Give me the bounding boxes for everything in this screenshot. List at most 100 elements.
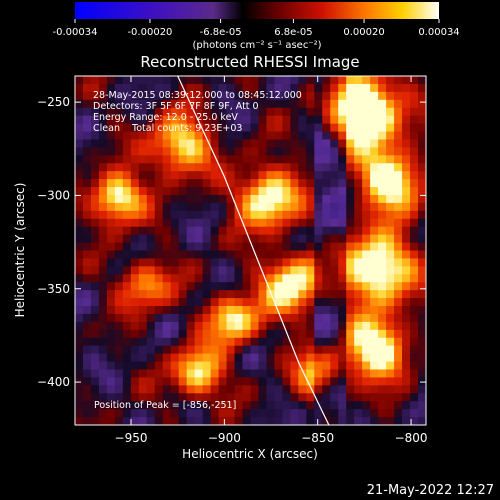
heatmap-pixel bbox=[226, 218, 236, 228]
heatmap-pixel bbox=[75, 179, 84, 188]
heatmap-pixel bbox=[186, 83, 196, 93]
heatmap-pixel bbox=[234, 123, 244, 133]
heatmap-pixel bbox=[282, 131, 291, 141]
heatmap-pixel bbox=[354, 377, 363, 386]
heatmap-pixel bbox=[306, 226, 315, 236]
heatmap-pixel bbox=[306, 147, 315, 156]
heatmap-pixel bbox=[402, 147, 411, 156]
heatmap-pixel bbox=[290, 282, 299, 291]
heatmap-pixel bbox=[258, 337, 268, 347]
heatmap-pixel bbox=[266, 226, 276, 236]
heatmap-pixel bbox=[90, 163, 100, 172]
heatmap-pixel bbox=[410, 83, 419, 93]
heatmap-pixel bbox=[394, 361, 403, 371]
heatmap-pixel bbox=[370, 131, 379, 141]
heatmap-pixel bbox=[130, 250, 140, 260]
heatmap-pixel bbox=[210, 298, 220, 307]
heatmap-pixel bbox=[114, 313, 124, 323]
heatmap-pixel bbox=[266, 385, 276, 394]
heatmap-pixel bbox=[162, 187, 172, 196]
heatmap-pixel bbox=[418, 393, 426, 402]
heatmap-pixel bbox=[154, 306, 164, 315]
heatmap-pixel bbox=[274, 91, 284, 101]
heatmap-pixel bbox=[306, 274, 315, 283]
heatmap-pixel bbox=[138, 131, 148, 141]
heatmap-pixel bbox=[362, 393, 371, 402]
heatmap-pixel bbox=[90, 187, 100, 196]
heatmap-pixel bbox=[90, 131, 100, 141]
heatmap-pixel bbox=[306, 306, 315, 315]
heatmap-pixel bbox=[242, 306, 252, 315]
heatmap-pixel bbox=[210, 218, 220, 228]
heatmap-pixel bbox=[298, 313, 307, 323]
heatmap-pixel bbox=[122, 115, 132, 125]
heatmap-pixel bbox=[178, 171, 188, 180]
heatmap-pixel bbox=[266, 361, 276, 371]
heatmap-pixel bbox=[75, 163, 84, 172]
heatmap-pixel bbox=[122, 139, 132, 148]
heatmap-pixel bbox=[138, 353, 148, 363]
heatmap-pixel bbox=[154, 99, 164, 109]
heatmap-pixel bbox=[98, 306, 108, 315]
heatmap-pixel bbox=[394, 91, 403, 101]
heatmap-pixel bbox=[82, 306, 92, 315]
heatmap-pixel bbox=[106, 139, 116, 148]
heatmap-pixel bbox=[298, 298, 307, 307]
peak-position-label: Position of Peak = [-856,-251] bbox=[94, 400, 236, 411]
heatmap-pixel bbox=[282, 83, 291, 93]
heatmap-pixel bbox=[410, 282, 419, 291]
heatmap-pixel bbox=[418, 274, 426, 283]
heatmap-pixel bbox=[98, 321, 108, 331]
heatmap-pixel bbox=[298, 353, 307, 363]
heatmap-pixel bbox=[210, 194, 220, 204]
heatmap-pixel bbox=[130, 385, 140, 394]
heatmap-pixel bbox=[346, 115, 355, 125]
colorbar-units-label: (photons cm⁻² s⁻¹ asec⁻²) bbox=[192, 40, 321, 51]
heatmap-pixel bbox=[75, 155, 84, 164]
heatmap-pixel bbox=[170, 369, 180, 379]
heatmap-pixel bbox=[218, 131, 228, 141]
heatmap-pixel bbox=[138, 242, 148, 252]
heatmap-pixel bbox=[306, 163, 315, 172]
heatmap-pixel bbox=[346, 139, 355, 148]
heatmap-pixel bbox=[98, 187, 108, 196]
heatmap-pixel bbox=[75, 298, 84, 307]
heatmap-pixel bbox=[178, 306, 188, 315]
heatmap-pixel bbox=[178, 107, 188, 117]
heatmap-pixel bbox=[298, 306, 307, 315]
heatmap-pixel bbox=[106, 321, 116, 331]
heatmap-pixel bbox=[82, 163, 92, 172]
heatmap-pixel bbox=[274, 115, 284, 125]
heatmap-pixel bbox=[114, 266, 124, 275]
heatmap-pixel bbox=[370, 76, 379, 85]
heatmap-pixel bbox=[106, 409, 116, 418]
heatmap-pixel bbox=[330, 321, 339, 331]
heatmap-pixel bbox=[194, 83, 204, 93]
heatmap-pixel bbox=[130, 155, 140, 164]
heatmap-pixel bbox=[274, 266, 284, 275]
heatmap-pixel bbox=[186, 258, 196, 267]
heatmap-pixel bbox=[82, 385, 92, 394]
heatmap-pixel bbox=[170, 107, 180, 117]
heatmap-pixel bbox=[242, 353, 252, 363]
heatmap-pixel bbox=[138, 115, 148, 125]
heatmap-pixel bbox=[362, 369, 371, 379]
heatmap-pixel bbox=[218, 83, 228, 93]
heatmap-pixel bbox=[394, 139, 403, 148]
heatmap-pixel bbox=[242, 91, 252, 101]
heatmap-pixel bbox=[402, 139, 411, 148]
heatmap-pixel bbox=[410, 266, 419, 275]
heatmap-pixel bbox=[306, 155, 315, 164]
heatmap-pixel bbox=[170, 250, 180, 260]
heatmap-pixel bbox=[266, 409, 276, 418]
heatmap-pixel bbox=[322, 313, 331, 323]
heatmap-pixel bbox=[314, 250, 323, 260]
heatmap-pixel bbox=[90, 171, 100, 180]
heatmap-pixel bbox=[290, 131, 299, 141]
heatmap-pixel bbox=[370, 401, 379, 410]
heatmap-pixel bbox=[122, 377, 132, 386]
heatmap-pixel bbox=[290, 139, 299, 148]
heatmap-pixel bbox=[178, 202, 188, 212]
heatmap-pixel bbox=[258, 187, 268, 196]
heatmap-pixel bbox=[346, 274, 355, 283]
